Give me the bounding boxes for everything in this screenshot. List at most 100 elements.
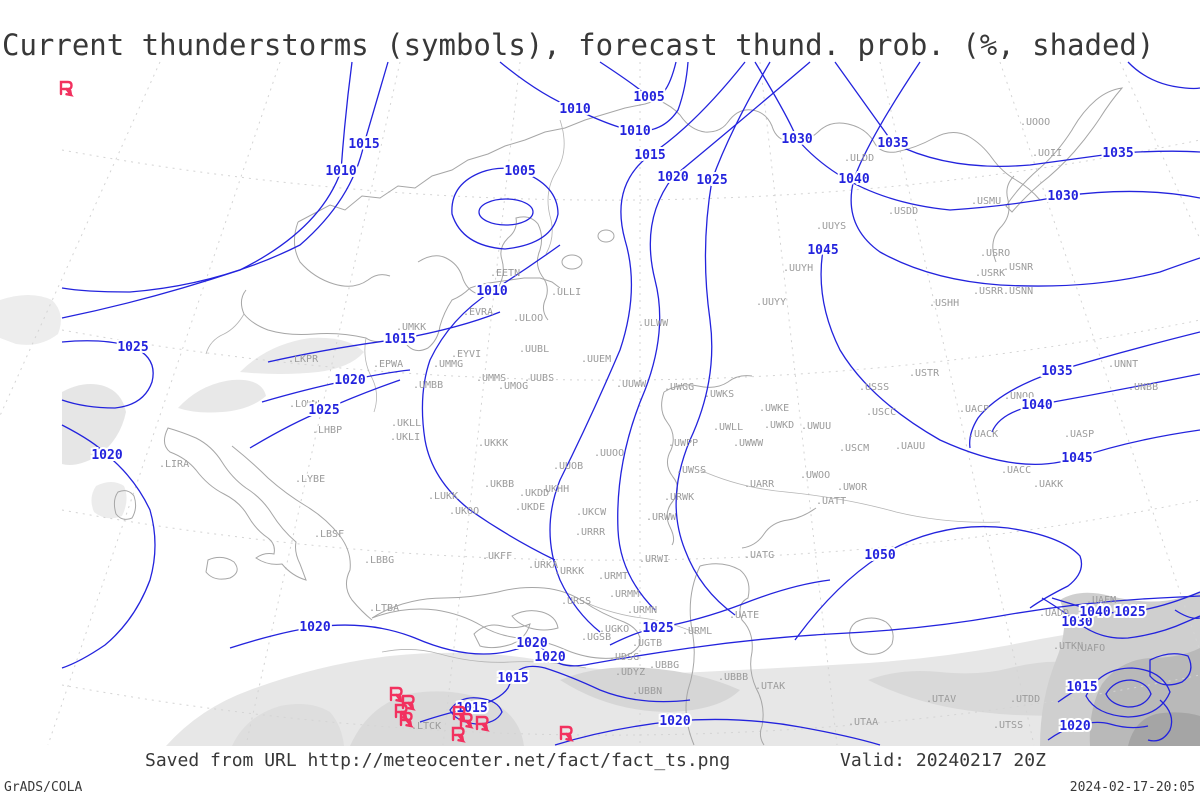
station-label: .UUOB [553, 461, 583, 472]
station-label: .UUEM [581, 354, 611, 365]
isobar-contours [61, 61, 1200, 746]
station-label: .URWW [646, 512, 677, 523]
station-label: .URML [682, 626, 712, 637]
station-label: .LBBG [364, 555, 394, 566]
station-label: .UTAV [926, 694, 956, 705]
station-label: .URSS [561, 596, 591, 607]
contour-label: 1045 [1061, 451, 1092, 466]
contour-label: 1015 [634, 148, 665, 163]
station-label: .UUYS [816, 221, 846, 232]
contour-label: 1050 [864, 548, 895, 563]
page-title: Current thunderstorms (symbols), forecas… [2, 28, 1155, 62]
station-label: .UAFO [1075, 643, 1105, 654]
station-label: .USCM [839, 443, 869, 454]
station-label: .ULLI [551, 287, 581, 298]
contour-label: 1015 [1066, 680, 1097, 695]
station-label: .UAUU [895, 441, 925, 452]
station-label: .UMMS [476, 373, 506, 384]
creation-timestamp: 2024-02-17-20:05 [1069, 780, 1195, 795]
contour-label: 1010 [476, 284, 507, 299]
station-label: .UKCW [576, 507, 607, 518]
contour-label: 1035 [1041, 364, 1072, 379]
station-label: .UUOO [594, 448, 624, 459]
station-label: .USDD [888, 206, 918, 217]
contour-label: 1030 [1061, 615, 1092, 630]
graticule [0, 61, 1200, 746]
station-label: .UWOR [837, 482, 868, 493]
station-label: .UKLI [390, 432, 420, 443]
station-label: .ULWW [638, 318, 669, 329]
station-label: .UKLL [391, 418, 421, 429]
contour-label: 1015 [497, 671, 528, 686]
station-label: .USNN [1003, 286, 1033, 297]
contour-label: 1020 [91, 448, 122, 463]
contour-label: 1020 [657, 170, 688, 185]
station-label: .USTR [909, 368, 940, 379]
station-label: .USHH [929, 298, 959, 309]
station-label: .UUYY [756, 297, 786, 308]
station-label: .UAKK [1033, 479, 1063, 490]
contour-label: 1010 [619, 124, 650, 139]
station-label: .UASP [1064, 429, 1094, 440]
contour-label: 1015 [384, 332, 415, 347]
contour-labels: 1005 1005 1010 1010 1010 1010 1015 1015 1015 1015… [89, 88, 1147, 736]
station-label: .UMMG [433, 359, 463, 370]
thunderstorm-symbol [59, 80, 73, 97]
station-label: .UTAA [848, 717, 878, 728]
station-label: .URMN [627, 605, 657, 616]
station-label: .USCC [866, 407, 896, 418]
station-label: .UKBB [484, 479, 514, 490]
station-label: .LOWW [289, 399, 320, 410]
coastlines [113, 87, 1124, 746]
saved-from-url-text: Saved from URL http://meteocenter.net/fa… [145, 750, 731, 771]
station-label: .UTKN [1053, 641, 1083, 652]
station-label: .UWLL [713, 422, 743, 433]
station-label: .UUBL [519, 344, 549, 355]
station-label: .URMM [609, 589, 639, 600]
station-label: .UOOO [1020, 117, 1050, 128]
station-label: .UOII [1032, 148, 1062, 159]
station-label: .UMKK [396, 322, 426, 333]
station-label: .UTAK [755, 681, 785, 692]
station-label: .UADD [1039, 608, 1069, 619]
station-label: .LTBA [369, 603, 399, 614]
contour-label: 1020 [1059, 719, 1090, 734]
station-label: .UBBB [718, 672, 748, 683]
station-label: .UATT [816, 496, 846, 507]
contour-label: 1025 [117, 340, 148, 355]
station-label: .LTCK [411, 721, 441, 732]
station-labels: .EETN .ULLI .EVRA .ULOO .ULWW .EYVI.UMMG .UMKK… [159, 117, 1158, 732]
station-label: .USRR [973, 286, 1004, 297]
station-label: .UWOO [800, 470, 830, 481]
station-label: .UWWW [733, 438, 764, 449]
station-label: .EETN [490, 268, 520, 279]
station-label: .UACK [968, 429, 998, 440]
station-label: .UDYZ [615, 667, 645, 678]
station-label: .USMU [971, 196, 1001, 207]
station-label: .UGTB [632, 638, 662, 649]
station-label: .UGSB [581, 632, 611, 643]
station-label: .UKFF [482, 551, 512, 562]
contour-label: 1030 [1047, 189, 1078, 204]
station-label: .UWGG [664, 382, 694, 393]
contour-label: 1020 [516, 636, 547, 651]
station-label: .UATG [744, 550, 774, 561]
station-label: .URRR [575, 527, 606, 538]
station-label: .LKPR [288, 354, 319, 365]
station-label: .UACC [1001, 465, 1031, 476]
station-label: .UNOO [1004, 391, 1034, 402]
contour-label: 1030 [781, 132, 812, 147]
contour-label: 1020 [299, 620, 330, 635]
contour-label: 1025 [696, 173, 727, 188]
station-label: .ULOO [513, 313, 543, 324]
station-label: .UTSS [993, 720, 1023, 731]
station-label: .UWUU [801, 421, 831, 432]
station-label: .UARR [744, 479, 775, 490]
station-label: .UMOG [498, 381, 528, 392]
station-label: .UNBB [1128, 382, 1158, 393]
station-label: .UAFM [1086, 595, 1116, 606]
contour-label: 1005 [504, 164, 535, 179]
station-label: .UUYH [783, 263, 813, 274]
station-label: .USSS [859, 382, 889, 393]
